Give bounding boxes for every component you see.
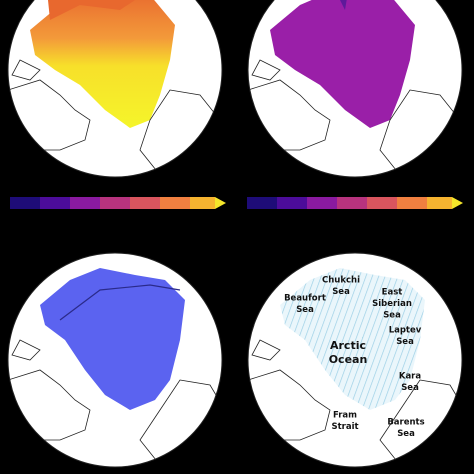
region-label: East bbox=[382, 288, 403, 298]
panel-4 bbox=[248, 253, 462, 467]
panel-1 bbox=[8, 0, 222, 177]
panel-2 bbox=[248, 0, 462, 177]
region-label: Barents bbox=[387, 418, 424, 428]
map-border bbox=[7, 252, 223, 468]
region-label: Sea bbox=[396, 337, 414, 347]
region-label: Siberian bbox=[372, 299, 412, 309]
region-label: Arctic bbox=[330, 339, 366, 352]
panel-3 bbox=[8, 253, 222, 467]
region-label: Ocean bbox=[329, 353, 368, 366]
region-labels: ChukchiSeaBeaufortSeaEastSiberianSeaLapt… bbox=[284, 276, 425, 440]
region-label: Chukchi bbox=[322, 276, 360, 286]
region-label: Sea bbox=[296, 305, 314, 315]
region-label: Laptev bbox=[389, 326, 422, 336]
region-label: Kara bbox=[399, 372, 422, 382]
region-label: Sea bbox=[383, 311, 401, 321]
map-border bbox=[7, 0, 223, 178]
map-border bbox=[247, 0, 463, 178]
region-label: Sea bbox=[332, 287, 350, 297]
region-label: Beaufort bbox=[284, 294, 326, 304]
map-border bbox=[247, 252, 463, 468]
region-label: Sea bbox=[397, 429, 415, 439]
region-label: Fram bbox=[333, 411, 357, 421]
region-label: Sea bbox=[401, 383, 419, 393]
colorbar-1 bbox=[10, 197, 226, 209]
colorbar-2 bbox=[247, 197, 463, 209]
region-label: Strait bbox=[331, 422, 358, 432]
